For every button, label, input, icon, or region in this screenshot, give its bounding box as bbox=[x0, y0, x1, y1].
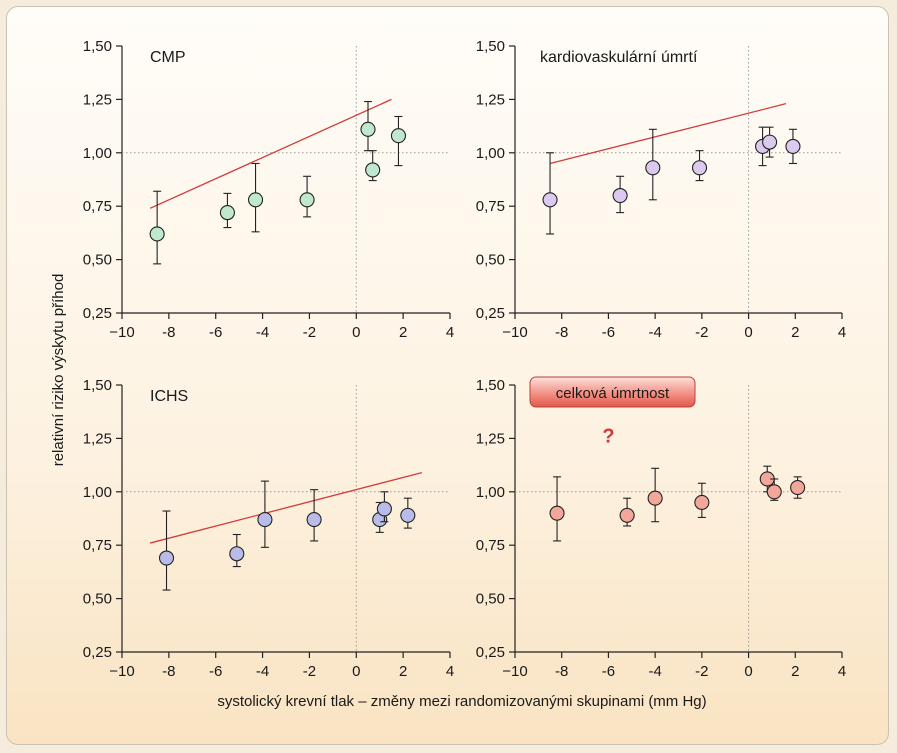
data-point bbox=[219, 205, 235, 221]
figure-frame bbox=[6, 6, 889, 745]
question-mark-annotation: ? bbox=[602, 426, 614, 448]
x-tick-label: 4 bbox=[838, 324, 846, 341]
x-tick-label: 0 bbox=[352, 663, 360, 680]
y-tick-label: 1,50 bbox=[476, 38, 505, 55]
x-tick-label: -8 bbox=[162, 663, 175, 680]
y-tick-label: 1,50 bbox=[83, 377, 112, 394]
panel-title-badge bbox=[529, 376, 696, 408]
data-point bbox=[694, 494, 710, 511]
data-point bbox=[766, 484, 782, 500]
panel-title: celková úmrtnost bbox=[556, 385, 670, 402]
y-tick-label: 0,25 bbox=[83, 644, 112, 661]
data-point bbox=[376, 501, 392, 517]
y-tick-label: 0,50 bbox=[476, 591, 505, 608]
x-tick-label: -4 bbox=[648, 324, 661, 341]
y-tick-label: 1,00 bbox=[83, 145, 112, 162]
chart-panel-3: 0,25 0,50 0,75 1,00 1,25 1,50 −10 -8 -6 -4 -2 0 2 4 IC… bbox=[83, 377, 454, 680]
panel-title: kardiovaskulární úmrtí bbox=[540, 49, 698, 66]
y-tick-label: 0,25 bbox=[83, 305, 112, 322]
x-tick-label: −10 bbox=[109, 324, 134, 341]
y-tick-label: 0,75 bbox=[476, 198, 505, 215]
x-tick-label: -2 bbox=[695, 663, 708, 680]
y-tick-label: 1,50 bbox=[83, 38, 112, 55]
y-tick-label: 1,00 bbox=[476, 484, 505, 501]
x-tick-label: -8 bbox=[555, 324, 568, 341]
y-tick-label: 1,00 bbox=[476, 145, 505, 162]
y-tick-label: 1,25 bbox=[83, 91, 112, 108]
data-point bbox=[790, 479, 806, 496]
data-point bbox=[691, 160, 708, 176]
data-point bbox=[365, 162, 381, 178]
trend-line bbox=[149, 471, 423, 544]
x-tick-label: 2 bbox=[791, 663, 799, 680]
y-tick-label: 0,75 bbox=[83, 198, 112, 215]
x-tick-label: -2 bbox=[303, 324, 316, 341]
y-tick-label: 1,00 bbox=[83, 484, 112, 501]
x-tick-label: -4 bbox=[256, 324, 269, 341]
data-point bbox=[257, 512, 273, 528]
x-tick-label: 0 bbox=[744, 663, 752, 680]
trend-line bbox=[149, 98, 392, 209]
x-tick-label: 2 bbox=[399, 663, 407, 680]
x-tick-label: -8 bbox=[162, 324, 175, 341]
data-point bbox=[612, 187, 628, 204]
chart-panel-4: 0,25 0,50 0,75 1,00 1,25 1,50 −10 -8 -6 -4 -2 0 2 4 ce… bbox=[476, 376, 846, 680]
y-tick-label: 0,50 bbox=[83, 591, 112, 608]
y-tick-label: 0,25 bbox=[476, 305, 505, 322]
x-tick-label: −10 bbox=[502, 663, 527, 680]
y-tick-label: 0,75 bbox=[83, 537, 112, 554]
x-tick-label: 2 bbox=[791, 324, 799, 341]
data-point bbox=[647, 490, 663, 506]
x-tick-label: -4 bbox=[256, 663, 269, 680]
panel-title: CMP bbox=[150, 49, 186, 66]
chart-panel-1: 0,25 0,50 0,75 1,00 1,25 1,50 −10 -8 -6 -4 -2 0 2 4 CM… bbox=[83, 38, 454, 341]
chart-panel-2: 0,25 0,50 0,75 1,00 1,25 1,50 −10 -8 -6 -4 -2 0 2 4 ka… bbox=[476, 38, 846, 341]
x-tick-label: -6 bbox=[209, 663, 222, 680]
trend-line bbox=[549, 103, 787, 165]
data-point bbox=[549, 505, 565, 521]
data-point bbox=[390, 128, 407, 144]
y-tick-label: 1,25 bbox=[83, 430, 112, 447]
x-tick-label: 4 bbox=[446, 663, 454, 680]
x-tick-label: -6 bbox=[602, 324, 615, 341]
data-point bbox=[785, 138, 801, 154]
data-point bbox=[247, 192, 264, 208]
x-tick-label: -8 bbox=[555, 663, 568, 680]
x-tick-label: -2 bbox=[303, 663, 316, 680]
data-point bbox=[400, 507, 416, 523]
x-tick-label: −10 bbox=[502, 324, 527, 341]
y-tick-label: 0,50 bbox=[83, 252, 112, 269]
x-tick-label: -2 bbox=[695, 324, 708, 341]
data-point bbox=[299, 192, 315, 208]
data-point bbox=[645, 160, 661, 176]
y-tick-label: 1,50 bbox=[476, 377, 505, 394]
x-axis-label: systolický krevní tlak – změny mezi rand… bbox=[217, 693, 706, 710]
y-tick-label: 0,75 bbox=[476, 537, 505, 554]
y-tick-label: 0,50 bbox=[476, 252, 505, 269]
data-point bbox=[762, 134, 778, 150]
panel-title: ICHS bbox=[150, 388, 188, 405]
x-tick-label: 2 bbox=[399, 324, 407, 341]
y-axis-label: relativní riziko výskytu příhod bbox=[50, 274, 67, 467]
x-tick-label: −10 bbox=[109, 663, 134, 680]
data-point bbox=[619, 507, 635, 523]
data-point bbox=[149, 226, 165, 242]
data-point bbox=[542, 192, 558, 208]
x-tick-label: 4 bbox=[838, 663, 846, 680]
x-tick-label: 0 bbox=[744, 324, 752, 341]
x-tick-label: 0 bbox=[352, 324, 360, 341]
data-point bbox=[229, 546, 245, 562]
data-point bbox=[360, 121, 376, 137]
x-tick-label: 4 bbox=[446, 324, 454, 341]
data-point bbox=[306, 512, 322, 528]
y-tick-label: 1,25 bbox=[476, 430, 505, 447]
data-point bbox=[158, 550, 175, 566]
x-tick-label: -6 bbox=[602, 663, 615, 680]
y-tick-label: 1,25 bbox=[476, 91, 505, 108]
x-tick-label: -4 bbox=[648, 663, 661, 680]
y-tick-label: 0,25 bbox=[476, 644, 505, 661]
x-tick-label: -6 bbox=[209, 324, 222, 341]
